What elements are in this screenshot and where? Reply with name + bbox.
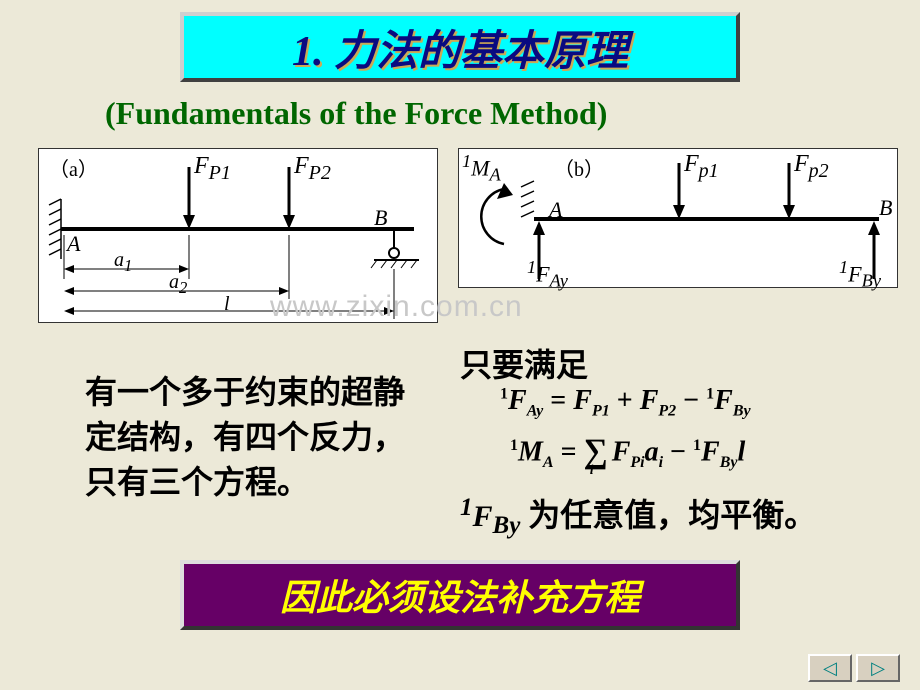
bottom-banner-text: 因此必须设法补充方程	[280, 569, 640, 621]
label-Ab: A	[549, 197, 562, 223]
label-fby: 1FBy	[839, 257, 881, 292]
label-fay: 1FAy	[527, 257, 568, 292]
left-paragraph: 有一个多于约束的超静定结构，有四个反力，只有三个方程。	[85, 370, 425, 504]
label-B: B	[374, 205, 387, 231]
diagram-a-tag: （a）	[49, 153, 98, 182]
label-a2: a2	[169, 271, 187, 298]
diagram-b: （b） 1MA Fp1 Fp2 A B 1FAy 1FBy	[458, 148, 898, 288]
label-a1: a1	[114, 249, 132, 276]
label-fp1b: Fp1	[684, 151, 719, 183]
right-heading: 只要满足	[460, 340, 588, 386]
label-A: A	[67, 231, 80, 257]
label-fp2: FP2	[294, 153, 331, 185]
label-ma: 1MA	[462, 151, 501, 186]
arbitrary-line: 1FBy 为任意值，均平衡。	[460, 490, 816, 540]
equation-2: 1MA = ∑iFPiai − 1FByl	[510, 435, 745, 473]
diagram-b-tag: （b）	[554, 153, 604, 182]
prev-button[interactable]: ◁	[808, 654, 852, 682]
diagram-b-svg	[459, 149, 899, 289]
watermark: www.zixin.com.cn	[270, 290, 523, 324]
label-fp1: FP1	[194, 153, 231, 185]
label-fp2b: Fp2	[794, 151, 829, 183]
title-text: 1. 力法的基本原理	[292, 17, 628, 78]
label-Bb: B	[879, 195, 892, 221]
next-button[interactable]: ▷	[856, 654, 900, 682]
label-l: l	[224, 293, 230, 316]
title-banner: 1. 力法的基本原理	[180, 12, 740, 82]
bottom-banner: 因此必须设法补充方程	[180, 560, 740, 630]
nav-controls: ◁ ▷	[808, 654, 900, 682]
subtitle: (Fundamentals of the Force Method)	[105, 95, 607, 132]
equation-1: 1FAy = FP1 + FP2 − 1FBy	[500, 385, 751, 421]
